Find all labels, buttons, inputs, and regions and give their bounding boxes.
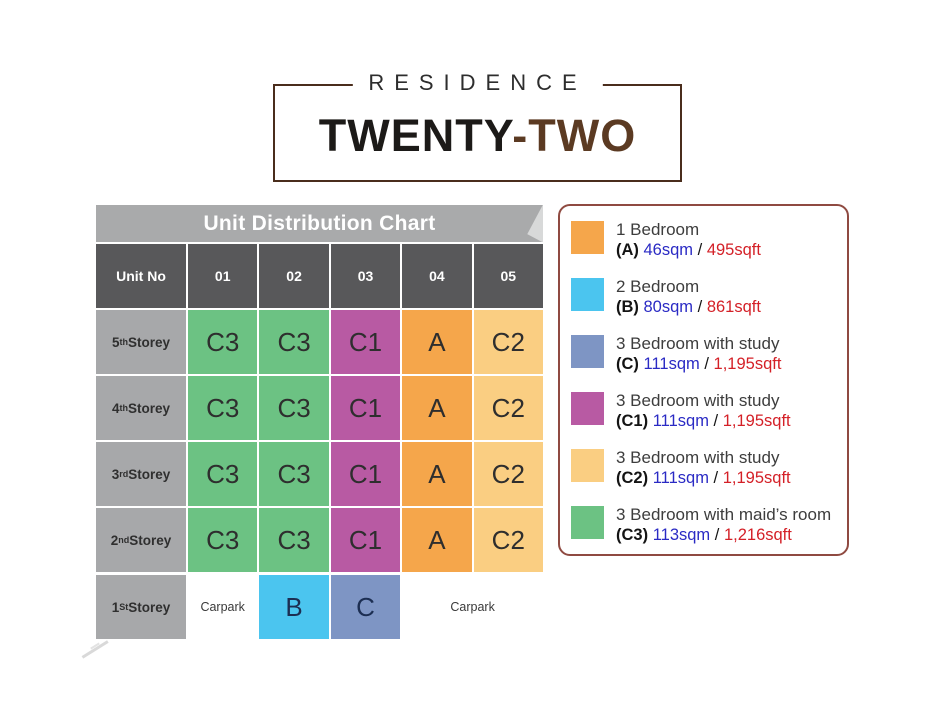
unit-cell: C2 <box>473 442 543 506</box>
legend-label: 3 Bedroom with study <box>616 334 780 353</box>
unit-cell: A <box>402 442 472 506</box>
table-row-storey-1: 1 St Storey Carpark B C Carpark <box>96 575 543 639</box>
unit-cell: C3 <box>188 508 258 572</box>
header-unit-no: Unit No <box>96 244 186 308</box>
residence-logo: RESIDENCE TWENTY-TWO <box>273 70 682 182</box>
unit-cell: C2 <box>473 508 543 572</box>
legend-item-a: 1 Bedroom (A) 46sqm / 495sqft <box>571 219 837 261</box>
chart-title-bar: Unit Distribution Chart <box>96 205 543 242</box>
carpark-cell: Carpark <box>188 575 258 639</box>
unit-cell: C3 <box>188 442 258 506</box>
unit-cell: C3 <box>259 310 329 374</box>
unit-cell: C3 <box>259 442 329 506</box>
unit-type-legend: 1 Bedroom (A) 46sqm / 495sqft 2 Bedroom … <box>558 204 849 556</box>
unit-cell: A <box>402 376 472 440</box>
legend-size: (B) 80sqm / 861sqft <box>616 298 761 316</box>
unit-cell: C3 <box>188 310 258 374</box>
legend-size: (C1) 111sqm / 1,195sqft <box>616 412 791 430</box>
header-unit-03: 03 <box>330 244 401 308</box>
unit-cell: C2 <box>473 310 543 374</box>
unit-cell: C1 <box>330 442 401 506</box>
legend-swatch-a <box>571 221 604 254</box>
unit-cell: C1 <box>330 376 401 440</box>
unit-cell: C <box>330 575 401 639</box>
legend-size: (C3) 113sqm / 1,216sqft <box>616 526 792 544</box>
unit-cell: C3 <box>259 508 329 572</box>
legend-size: (C2) 111sqm / 1,195sqft <box>616 469 791 487</box>
header-unit-05: 05 <box>473 244 543 308</box>
unit-cell: B <box>259 575 329 639</box>
unit-cell: A <box>402 508 472 572</box>
legend-label: 1 Bedroom <box>616 220 700 239</box>
carpark-cell-wide: Carpark <box>402 575 543 639</box>
legend-swatch-c <box>571 335 604 368</box>
storey-label-1: 1 St Storey <box>96 575 186 639</box>
unit-cell: C3 <box>259 376 329 440</box>
logo-project-name: TWENTY-TWO <box>319 110 636 162</box>
unit-cell: C1 <box>330 508 401 572</box>
unit-cell: C3 <box>188 376 258 440</box>
table-header-row: Unit No 01 02 03 04 05 <box>96 244 543 308</box>
logo-residence-text: RESIDENCE <box>352 70 603 96</box>
unit-cell: C2 <box>473 376 543 440</box>
legend-label: 3 Bedroom with study <box>616 448 780 467</box>
legend-item-c: 3 Bedroom with study (C) 111sqm / 1,195s… <box>571 333 837 375</box>
unit-cell: C1 <box>330 310 401 374</box>
logo-name-black: TWENTY <box>318 110 513 162</box>
legend-size: (A) 46sqm / 495sqft <box>616 241 761 259</box>
watermark-slash <box>81 640 109 659</box>
legend-size: (C) 111sqm / 1,195sqft <box>616 355 782 373</box>
unit-distribution-chart: Unit Distribution Chart Unit No 01 02 03… <box>96 205 543 639</box>
legend-label: 2 Bedroom <box>616 277 700 296</box>
legend-swatch-c3 <box>571 506 604 539</box>
legend-swatch-c2 <box>571 449 604 482</box>
header-unit-01: 01 <box>188 244 258 308</box>
legend-label: 3 Bedroom with maid’s room <box>616 505 832 524</box>
legend-item-c2: 3 Bedroom with study (C2) 111sqm / 1,195… <box>571 447 837 489</box>
legend-item-b: 2 Bedroom (B) 80sqm / 861sqft <box>571 276 837 318</box>
legend-label: 3 Bedroom with study <box>616 391 780 410</box>
header-unit-04: 04 <box>402 244 472 308</box>
legend-item-c1: 3 Bedroom with study (C1) 111sqm / 1,195… <box>571 390 837 432</box>
legend-swatch-b <box>571 278 604 311</box>
unit-cell: A <box>402 310 472 374</box>
chart-title: Unit Distribution Chart <box>96 205 543 242</box>
logo-name-brown: -TWO <box>512 110 637 162</box>
legend-item-c3: 3 Bedroom with maid’s room (C3) 113sqm /… <box>571 504 837 546</box>
legend-swatch-c1 <box>571 392 604 425</box>
header-unit-02: 02 <box>259 244 329 308</box>
